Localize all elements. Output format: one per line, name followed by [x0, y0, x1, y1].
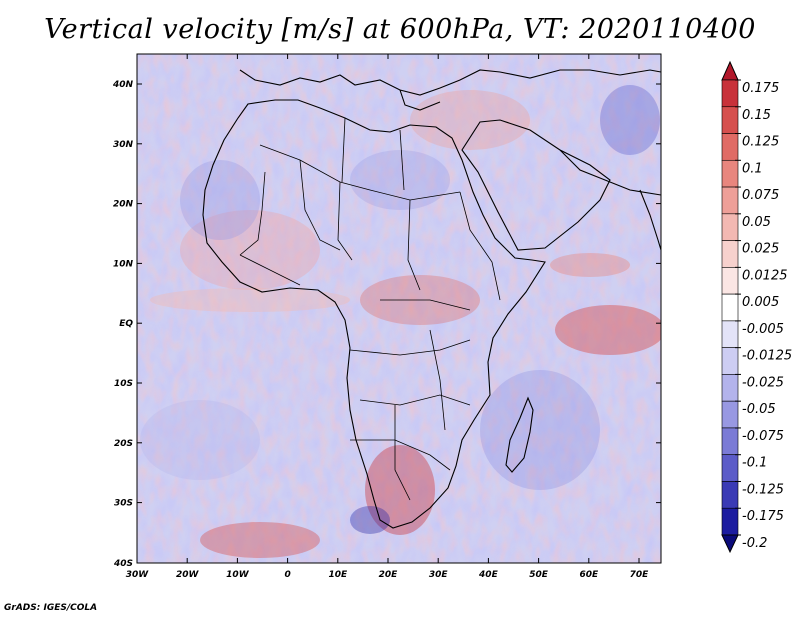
- colorbar-label: -0.05: [742, 402, 776, 417]
- colorbar-swatch: [721, 79, 739, 108]
- lat-label: 10N: [113, 259, 134, 269]
- lon-label: 70E: [630, 570, 650, 580]
- lon-label: 20E: [379, 570, 399, 580]
- lon-label: 10W: [226, 570, 250, 580]
- colorbar-label: -0.175: [742, 509, 784, 524]
- colorbar-label: 0.05: [742, 215, 771, 230]
- lat-label: EQ: [119, 319, 133, 329]
- grads-credit: GrADS: IGES/COLA: [4, 603, 98, 613]
- colorbar-label: -0.1: [742, 456, 767, 471]
- colorbar-swatch: [721, 186, 739, 215]
- latitude-axis: 40N 30N 20N 10N EQ 10S 20S 30S 40S: [112, 80, 661, 569]
- colorbar-label: 0.005: [742, 295, 779, 310]
- colorbar-swatch: [721, 347, 739, 375]
- colorbar-swatch: [721, 427, 739, 456]
- colorbar-label: -0.005: [742, 322, 784, 337]
- colorbar-swatch: [721, 293, 739, 322]
- lon-label: 10E: [328, 570, 348, 580]
- lat-label: 30N: [113, 140, 134, 150]
- colorbar-swatch: [721, 400, 739, 429]
- lon-label: 30E: [429, 570, 449, 580]
- colorbar-swatch: [721, 106, 739, 134]
- colorbar-swatch: [721, 159, 739, 188]
- lat-label: 30S: [114, 499, 133, 509]
- colorbar-swatch: [721, 267, 739, 295]
- colorbar-label: 0.0125: [742, 268, 788, 283]
- lon-label: 50E: [529, 570, 549, 580]
- lon-label: 40E: [478, 570, 499, 580]
- lon-label: 0: [284, 570, 290, 580]
- lat-label: 20S: [114, 439, 133, 449]
- lat-label: 40S: [113, 559, 133, 569]
- colorbar-swatch: [721, 507, 739, 536]
- colorbar-label: -0.075: [742, 429, 784, 444]
- lon-label: 30W: [126, 570, 150, 580]
- colorbar-bottom-arrow: [721, 534, 739, 554]
- colorbar-label: 0.1: [742, 161, 763, 176]
- colorbar-swatch: [721, 213, 739, 241]
- colorbar-swatch: [721, 320, 739, 348]
- colorbar-label: 0.025: [742, 242, 779, 257]
- colorbar-swatch: [721, 240, 739, 268]
- colorbar-swatch: [721, 374, 739, 402]
- colorbar-label: -0.025: [742, 375, 784, 390]
- lon-label: 20W: [176, 570, 200, 580]
- country-borders: [239, 117, 501, 501]
- lat-label: 40N: [112, 80, 134, 90]
- colorbar: 0.175 0.15 0.125 0.1 0.075 0.05 0.025 0.0125 0.0…: [721, 60, 792, 554]
- map-title: Vertical velocity [m/s] at 600hPa, VT: 2…: [44, 14, 756, 45]
- colorbar-label: -0.2: [742, 536, 767, 551]
- lat-label: 10S: [114, 379, 133, 389]
- lat-label: 20N: [113, 200, 134, 210]
- velocity-field: [137, 54, 661, 563]
- lon-label: 60E: [579, 570, 599, 580]
- colorbar-top-arrow: [721, 60, 739, 81]
- colorbar-swatch: [721, 133, 739, 161]
- colorbar-label: -0.125: [742, 482, 784, 497]
- colorbar-swatch: [721, 454, 739, 482]
- colorbar-label: 0.175: [742, 81, 779, 96]
- colorbar-label: 0.125: [742, 135, 779, 150]
- colorbar-swatch: [721, 481, 739, 509]
- colorbar-label: 0.075: [742, 188, 779, 203]
- colorbar-label: 0.15: [742, 108, 771, 123]
- colorbar-label: -0.0125: [742, 349, 792, 364]
- longitude-axis: 30W 20W 10W 0 10E 20E 30E 40E 50E 60E 70E: [126, 54, 649, 580]
- map-frame: [136, 53, 662, 564]
- coastlines: [202, 69, 661, 529]
